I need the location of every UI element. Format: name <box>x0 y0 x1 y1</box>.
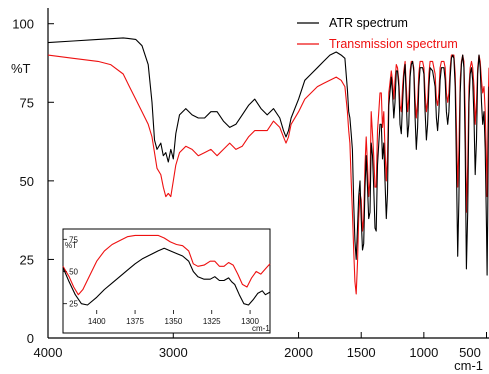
x-tick-label: 4000 <box>34 345 63 360</box>
inset-x-tick-label: 1325 <box>203 317 221 326</box>
legend-label-atr: ATR spectrum <box>329 16 408 30</box>
y-axis-label: %T <box>11 61 31 76</box>
series-line-transmission <box>47 54 489 295</box>
x-axis-label: cm-1 <box>454 358 483 373</box>
inset-x-tick-label: 1375 <box>126 317 144 326</box>
y-tick-label: 75 <box>20 95 34 110</box>
x-tick-label: 3000 <box>159 345 188 360</box>
inset-x-axis-label: cm-1 <box>252 324 270 333</box>
x-tick-label: 500 <box>459 345 481 360</box>
legend-label-transmission: Transmission spectrum <box>329 37 458 51</box>
inset-frame <box>62 228 271 334</box>
inset-x-tick-label: 1300 <box>241 317 259 326</box>
x-tick-label: 1000 <box>409 345 438 360</box>
series-line-atr <box>47 37 489 276</box>
y-tick-label: 25 <box>20 252 34 267</box>
inset-series-line-atr <box>62 247 271 306</box>
main-ticks: 0 25 50 75 100 4000 3000 2000 1500 1000 500 <box>12 17 487 360</box>
inset-series <box>62 234 271 306</box>
legend: ATR spectrum Transmission spectrum <box>297 16 458 51</box>
inset-y-axis-label: %T <box>65 241 77 250</box>
main-series <box>47 37 489 295</box>
inset-x-tick-label: 1350 <box>165 317 183 326</box>
inset-plot: 25 50 75 1400 1375 1350 1325 1300 %T cm-1 <box>62 228 271 334</box>
y-tick-label: 100 <box>12 17 34 32</box>
y-tick-label: 0 <box>27 331 34 346</box>
inset-y-tick-label: 75 <box>69 235 78 244</box>
inset-x-tick-label: 1400 <box>88 317 106 326</box>
x-tick-label: 2000 <box>284 345 313 360</box>
inset-y-tick-label: 25 <box>69 300 78 309</box>
inset-series-line-transmission <box>62 234 271 296</box>
inset-y-tick-label: 50 <box>69 268 78 277</box>
x-tick-label: 1500 <box>347 345 376 360</box>
y-tick-label: 50 <box>20 174 34 189</box>
main-plot-area <box>47 8 489 339</box>
